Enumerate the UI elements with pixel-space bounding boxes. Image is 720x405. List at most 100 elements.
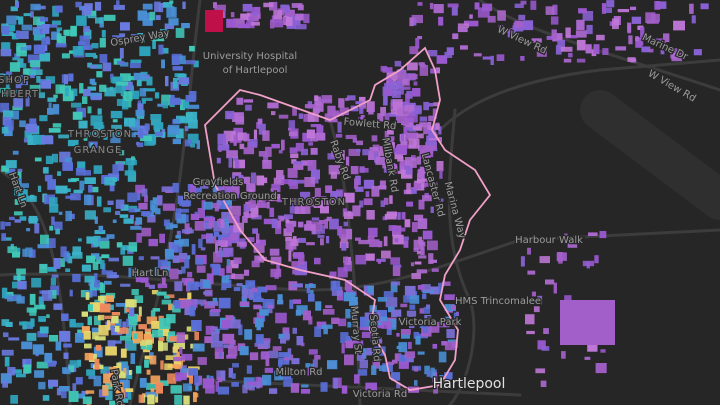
building [151,321,160,329]
building [125,159,137,166]
building [241,295,247,305]
building [121,81,133,91]
building [46,238,56,248]
building [179,208,189,213]
building [82,396,92,405]
building [392,267,401,277]
building [322,309,335,315]
building [91,186,99,193]
building [194,299,207,305]
building [380,107,386,117]
building [422,293,427,300]
building [320,225,325,234]
building [54,221,63,230]
building [409,325,415,329]
building [290,12,294,19]
building [1,349,14,356]
building [153,122,164,130]
building [438,16,444,26]
building [124,343,129,348]
building [428,128,436,139]
building [308,142,314,146]
building [539,256,550,264]
building [165,253,173,260]
building [419,308,424,314]
building [435,122,440,131]
building [419,116,428,122]
building [551,29,557,39]
building [231,233,238,241]
building [397,212,401,220]
building [83,133,92,137]
building [457,27,468,33]
building [65,195,76,199]
building [392,359,398,364]
building [310,124,322,128]
building [361,331,373,338]
building [404,285,416,296]
building [233,135,237,146]
building [84,275,95,283]
building [628,35,633,45]
building [253,129,258,140]
building [260,352,268,360]
building [400,133,404,142]
building [30,3,41,11]
building [297,4,304,11]
building [242,384,248,394]
building [99,54,108,64]
building [175,235,181,239]
building [36,361,49,369]
building [438,126,442,135]
building [409,304,416,310]
building [392,264,402,268]
building [184,306,194,316]
building [257,286,268,293]
building [55,43,67,48]
building [330,171,338,179]
building [305,283,316,289]
building [410,262,415,267]
building [246,365,252,374]
building [363,198,373,206]
building [293,161,303,165]
building [460,45,468,50]
building [91,327,102,334]
building [5,321,13,327]
building [174,394,183,405]
building [417,218,428,229]
building [440,383,445,389]
building [78,238,82,242]
building [469,14,473,19]
building [79,35,90,46]
building [276,198,282,203]
building [308,349,318,355]
building [115,382,124,394]
building [72,46,84,56]
building [176,213,186,224]
building [413,81,418,86]
building [362,149,370,156]
building [315,301,322,311]
building [135,217,143,225]
building [270,268,282,278]
building [16,247,21,255]
building [640,27,645,38]
building [99,38,106,48]
building [125,158,136,162]
building [44,352,53,363]
building [147,394,155,405]
building [377,113,384,122]
building [384,214,397,220]
building [263,218,276,225]
building [172,55,180,66]
building [302,310,311,321]
building [307,160,317,171]
building [40,234,49,245]
building [276,170,284,179]
building [8,89,18,94]
building [371,185,380,197]
building [180,300,192,309]
building [227,215,237,224]
building [162,101,168,109]
